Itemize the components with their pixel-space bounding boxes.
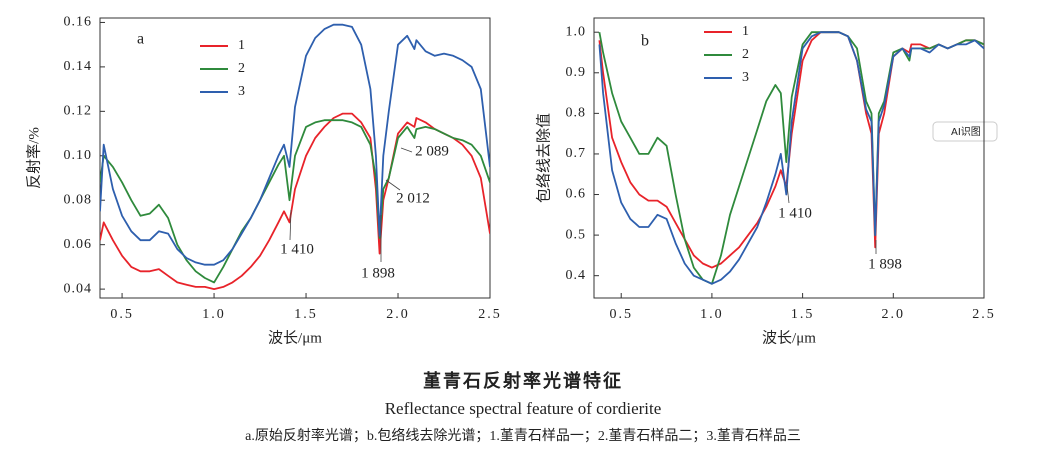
annotation-leader bbox=[786, 184, 790, 204]
x-axis-label: 波长/μm bbox=[762, 329, 816, 346]
annotation-leader bbox=[289, 209, 292, 241]
x-tick-label: 1.0 bbox=[202, 307, 226, 322]
caption-english: Reflectance spectral feature of cordieri… bbox=[385, 399, 662, 418]
annotation: 2 012 bbox=[396, 190, 430, 206]
x-tick-label: 0.5 bbox=[609, 307, 633, 322]
annotation-leader bbox=[400, 147, 413, 153]
y-tick-label: 0.06 bbox=[64, 237, 93, 252]
y-tick-label: 0.04 bbox=[64, 281, 93, 296]
y-tick-label: 0.9 bbox=[566, 65, 587, 80]
x-tick-label: 2.0 bbox=[882, 307, 906, 322]
y-tick-label: 0.8 bbox=[566, 106, 587, 121]
x-tick-label: 0.5 bbox=[110, 307, 134, 322]
annotation: 2 089 bbox=[415, 143, 449, 159]
x-tick-label: 2.5 bbox=[972, 307, 996, 322]
y-tick-label: 0.12 bbox=[64, 104, 93, 119]
y-tick-label: 0.08 bbox=[64, 192, 93, 207]
y-tick-label: 0.7 bbox=[566, 146, 587, 161]
annotation: 1 410 bbox=[280, 241, 314, 257]
overlay-button-bg[interactable] bbox=[932, 121, 998, 142]
legend-label: 1 bbox=[238, 38, 245, 53]
y-axis-label: 包络线去除值 bbox=[535, 113, 552, 203]
plot-frame bbox=[99, 17, 491, 299]
overlay-button-label[interactable]: AI识图 bbox=[951, 126, 981, 138]
plot-lines bbox=[100, 23, 490, 290]
y-tick-label: 0.6 bbox=[566, 187, 587, 202]
panel-label: a bbox=[137, 31, 144, 48]
annotation: 1 898 bbox=[868, 256, 902, 272]
caption-title: 堇青石反射率光谱特征 bbox=[423, 370, 623, 391]
spectrum-line bbox=[100, 112, 490, 290]
x-tick-label: 1.5 bbox=[294, 307, 318, 322]
spectrum-line bbox=[598, 31, 984, 269]
overlay-button[interactable]: AI识图 bbox=[932, 121, 998, 142]
legend-label: 1 bbox=[742, 24, 749, 39]
legend-label: 3 bbox=[742, 70, 749, 85]
plot-lines bbox=[598, 31, 984, 285]
x-tick-label: 1.0 bbox=[700, 307, 724, 322]
y-tick-label: 0.5 bbox=[566, 227, 587, 242]
y-tick-label: 0.4 bbox=[566, 268, 587, 283]
x-tick-label: 1.5 bbox=[791, 307, 815, 322]
caption-note: a.原始反射率光谱；b.包络线去除光谱；1.堇青石样品一；2.堇青石样品二；3.… bbox=[245, 427, 801, 444]
panel-label: b bbox=[641, 33, 649, 50]
spectrum-line bbox=[598, 31, 984, 285]
y-axis-label: 反射率/% bbox=[25, 127, 42, 189]
legend-label: 3 bbox=[238, 84, 245, 99]
annotation: 1 898 bbox=[361, 265, 395, 281]
spectrum-line bbox=[598, 31, 984, 285]
legend-label: 2 bbox=[742, 47, 749, 62]
y-tick-label: 0.16 bbox=[64, 15, 93, 30]
x-axis-label: 波长/μm bbox=[268, 329, 322, 346]
spectrum-line bbox=[100, 23, 490, 266]
y-tick-label: 0.10 bbox=[64, 148, 93, 163]
annotation: 1 410 bbox=[778, 205, 812, 221]
annotation-leader bbox=[385, 179, 401, 191]
x-tick-label: 2.5 bbox=[478, 307, 502, 322]
y-tick-label: 0.14 bbox=[64, 59, 93, 74]
legend-label: 2 bbox=[238, 61, 245, 76]
y-tick-label: 1.0 bbox=[566, 24, 587, 39]
x-tick-label: 2.0 bbox=[386, 307, 410, 322]
spectrum-line bbox=[100, 119, 490, 284]
plot-frame bbox=[593, 17, 985, 299]
